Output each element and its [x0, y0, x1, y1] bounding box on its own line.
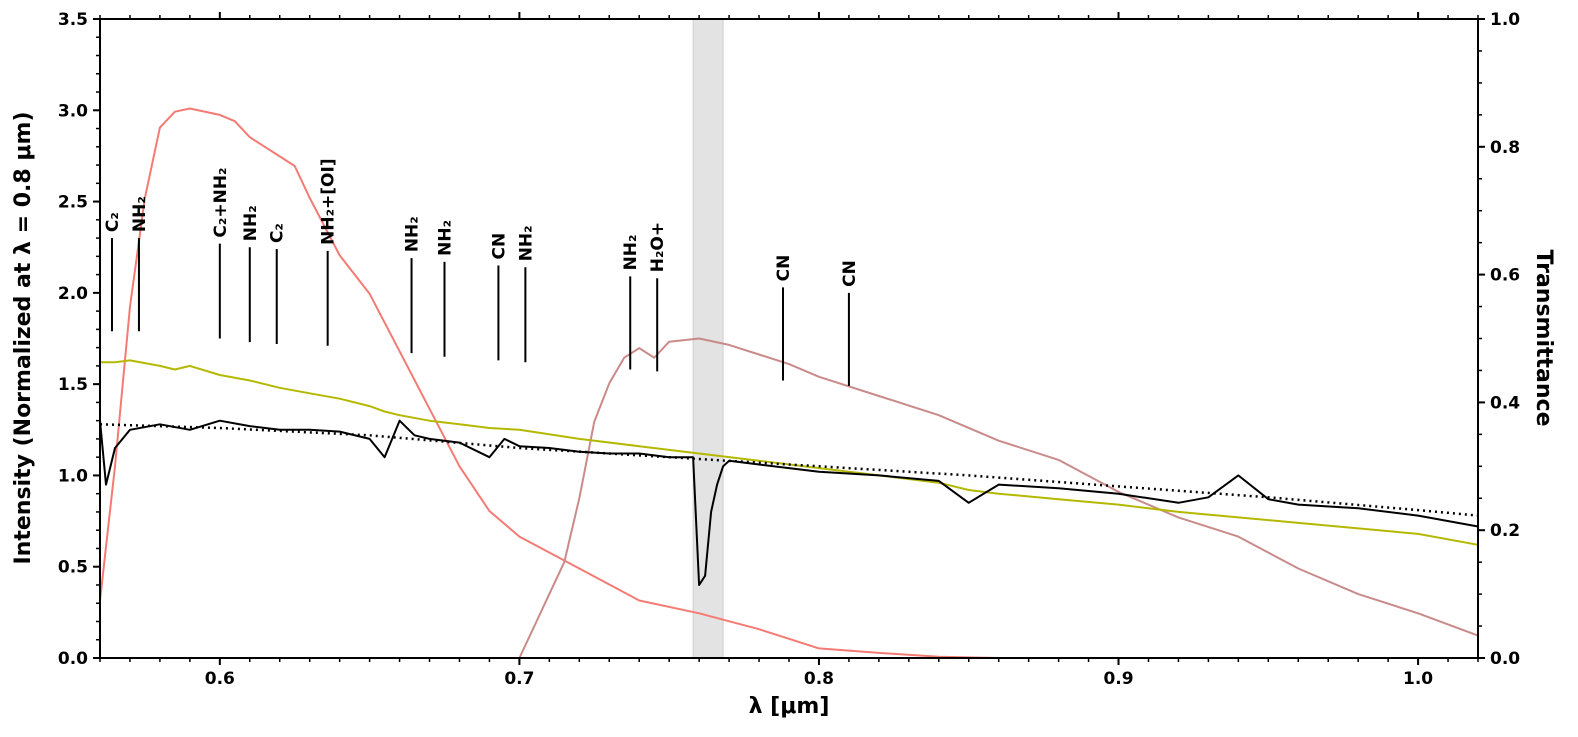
line-label-3: NH₂	[241, 205, 261, 241]
y-tick-label-7: 3.5	[58, 10, 88, 30]
x-tick-label-1: 0.7	[504, 669, 534, 689]
plot-frame	[99, 18, 1479, 659]
y2-tick-label-3: 0.6	[1490, 266, 1520, 286]
x-tick-label-4: 1.0	[1403, 669, 1433, 689]
x-tick-label-3: 0.9	[1103, 669, 1133, 689]
y-axis-title: Intensity (Normalized at λ = 0.8 μm)	[11, 111, 36, 564]
series-line-2	[99, 423, 1479, 517]
y-tick-label-0: 0.0	[58, 649, 88, 669]
line-label-13: CN	[840, 260, 860, 287]
series-line-1	[99, 419, 1479, 586]
line-label-6: NH₂	[403, 216, 423, 252]
series-layer	[99, 107, 1479, 659]
line-label-1: NH₂	[130, 196, 150, 232]
y-tick-label-2: 1.0	[58, 466, 88, 486]
y2-tick-label-5: 1.0	[1490, 10, 1520, 30]
line-label-7: NH₂	[436, 220, 456, 256]
series-line-4	[518, 337, 1479, 659]
line-markers-layer: C₂ NH₂ C₂+NH₂ NH₂ C₂ NH₂+[OI] NH₂ NH₂ CN NH₂ NH₂ H₂…	[103, 158, 860, 386]
line-label-9: NH₂	[516, 225, 536, 261]
y2-axis-title: Transmittance	[1531, 249, 1556, 426]
y-tick-label-1: 0.5	[58, 558, 88, 578]
y-tick-label-5: 2.5	[58, 193, 88, 213]
y2-tick-label-2: 0.4	[1490, 393, 1520, 413]
line-label-5: NH₂+[OI]	[319, 158, 339, 244]
x-axis-title: λ [μm]	[749, 694, 830, 719]
y-tick-label-3: 1.5	[58, 375, 88, 395]
ticks-layer: 0.6 0.7 0.8 0.9 1.0 0.0 0.5 1.0 1.5 2.0 2.5 3.0 3.5 0…	[58, 10, 1520, 689]
line-label-10: NH₂	[621, 235, 641, 271]
x-tick-label-0: 0.6	[205, 669, 235, 689]
line-label-4: C₂	[268, 223, 288, 243]
y2-tick-label-4: 0.8	[1490, 138, 1520, 158]
line-label-12: CN	[774, 255, 794, 282]
y2-tick-label-1: 0.2	[1490, 521, 1520, 541]
x-tick-label-2: 0.8	[804, 669, 834, 689]
y-tick-label-6: 3.0	[58, 101, 88, 121]
series-line-3	[99, 107, 999, 659]
series-line-0	[100, 359, 1479, 546]
y2-tick-label-0: 0.0	[1490, 649, 1520, 669]
y-tick-label-4: 2.0	[58, 284, 88, 304]
line-label-0: C₂	[103, 212, 123, 232]
line-label-2: C₂+NH₂	[211, 167, 231, 237]
line-label-8: CN	[489, 233, 509, 260]
line-label-11: H₂O+	[648, 222, 668, 272]
